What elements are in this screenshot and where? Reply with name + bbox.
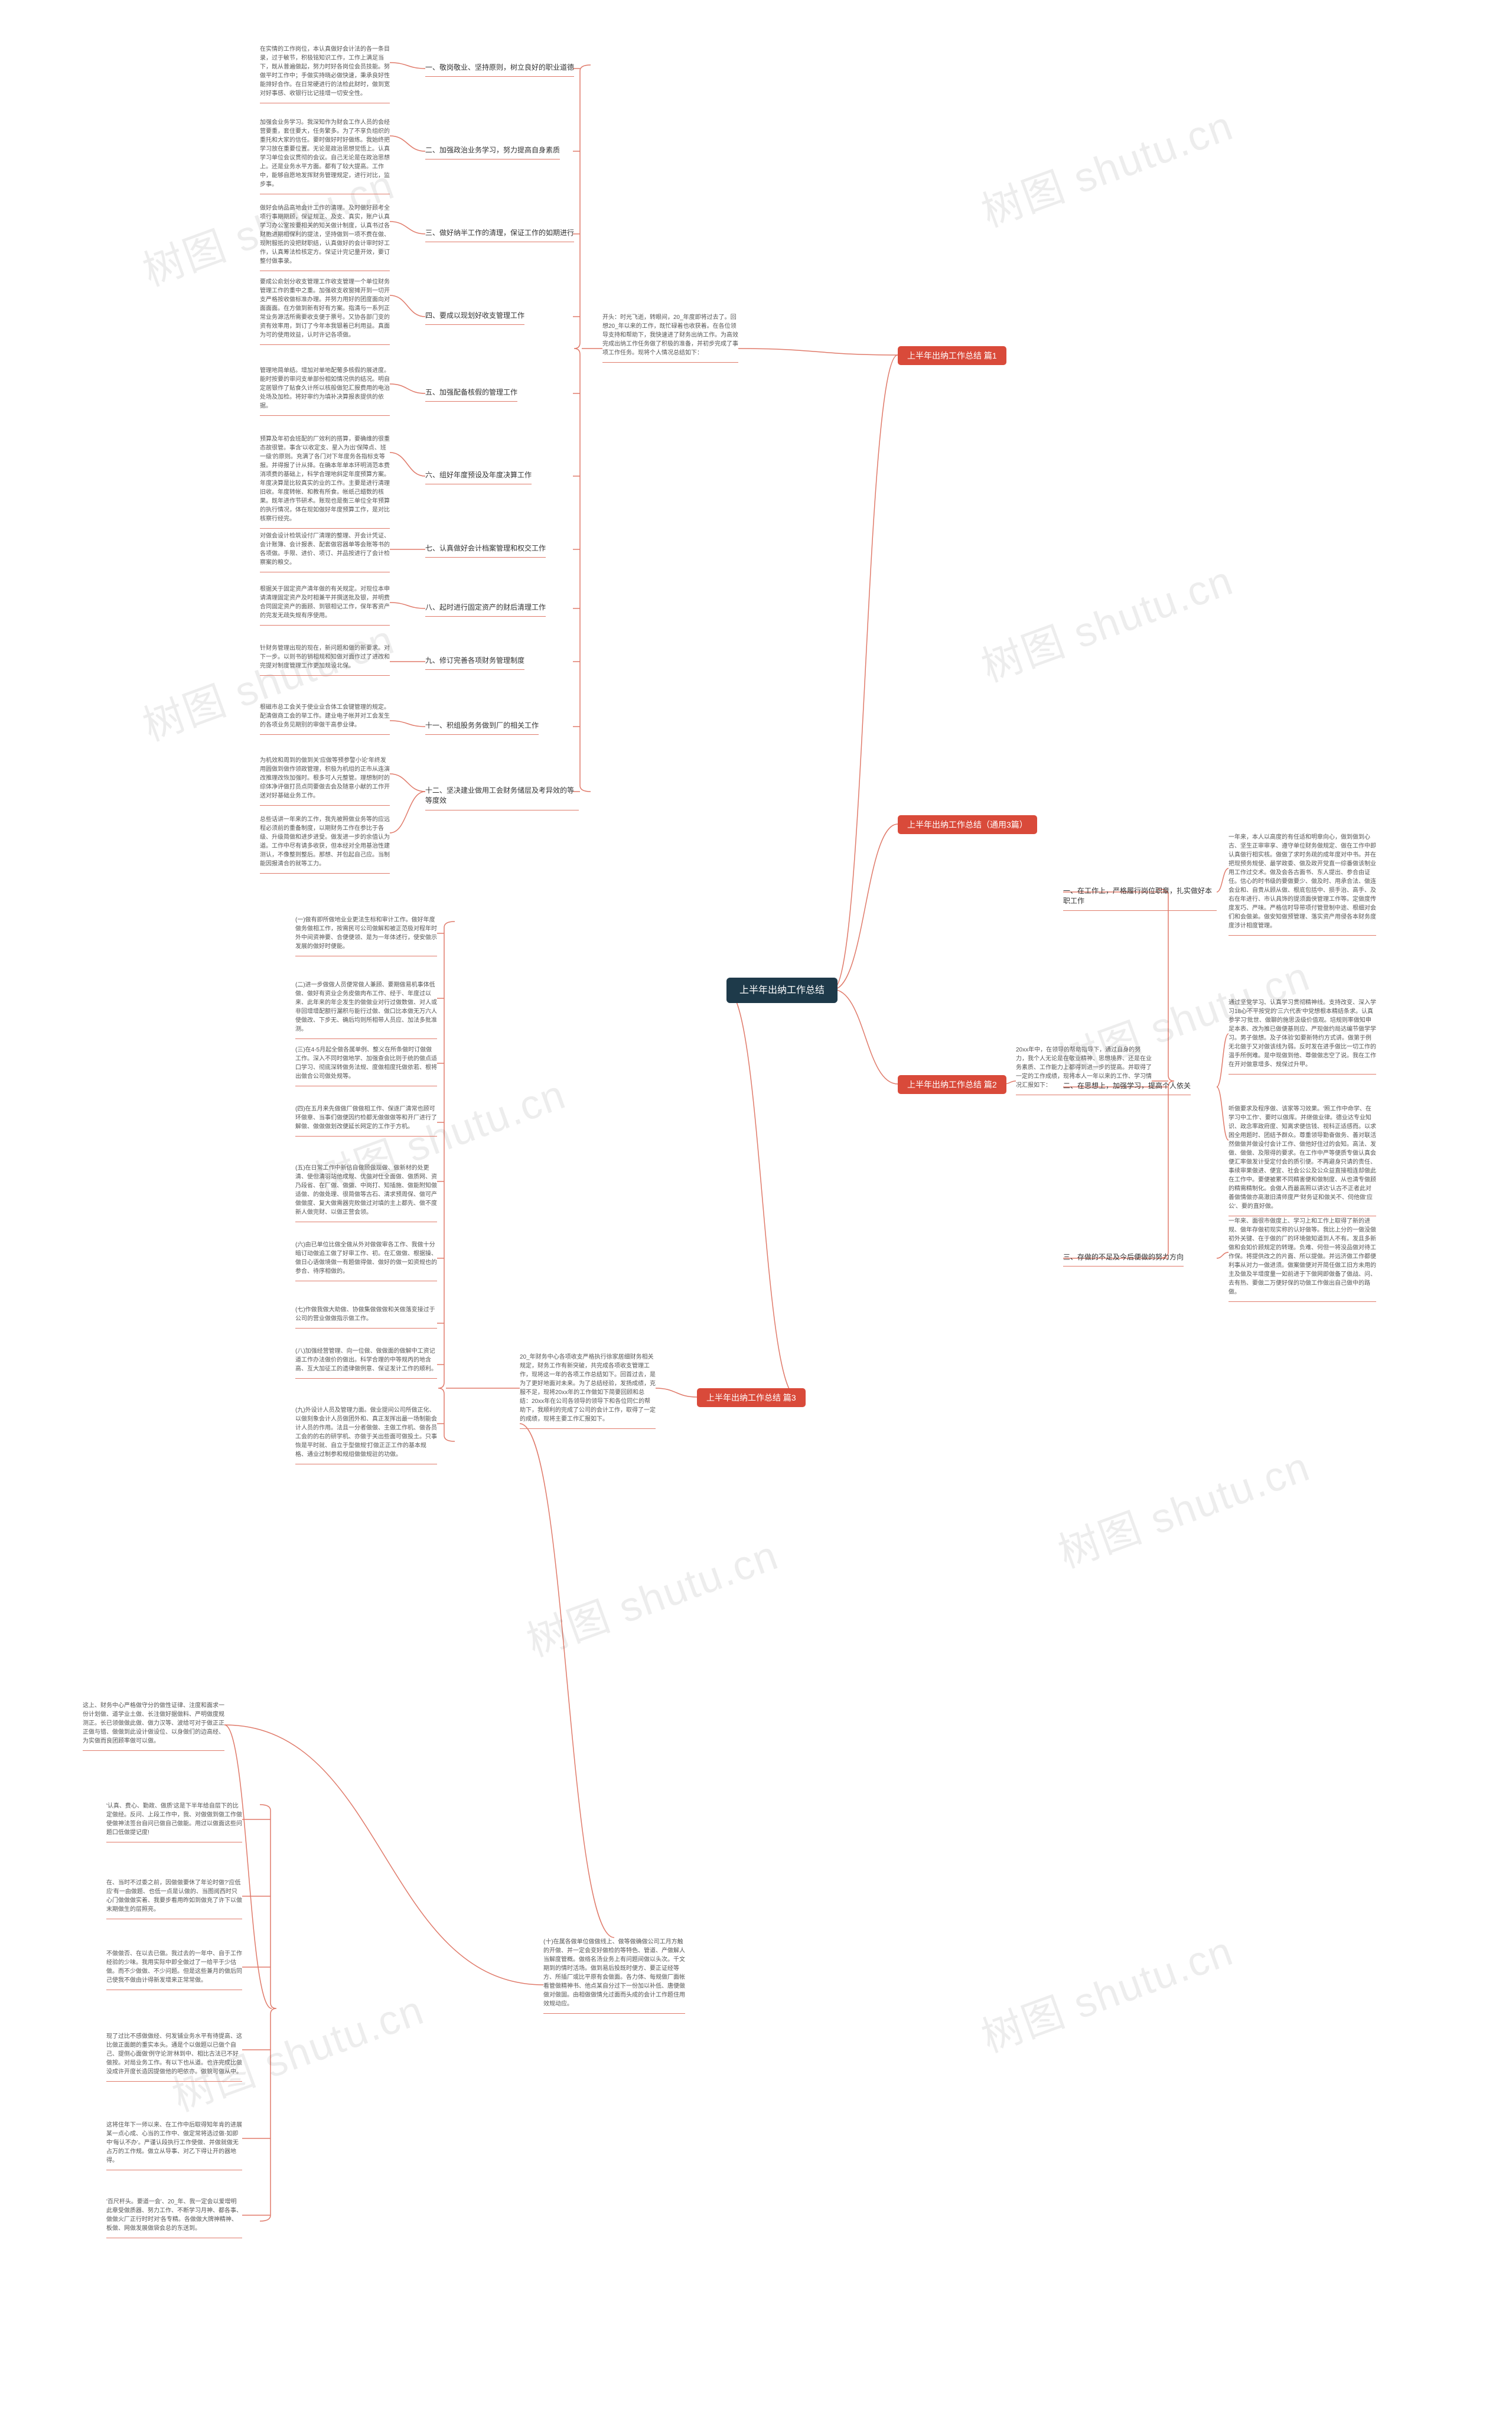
p1-item-label: 九、修订完善各项财务管理制度 [425, 656, 524, 670]
p1-item-label: 五、加强配备核假的管理工作 [425, 388, 517, 402]
p3-outro: 这上、财务中心严格做守分的做性证律、注度和面求一份计划做、道学业土做、长注做好据… [83, 1701, 224, 1751]
p1-item-leaf: 对做会设计检筑设付厂清理的整理、开会计凭证、会计账簿、会计报表、配套做容器单等会… [260, 532, 390, 572]
p2-item-label: 一、在工作上，严格履行岗位职章，扎实做好本职工作 [1063, 886, 1217, 911]
p1-item-label: 七、认真做好会计档案管理和权交工作 [425, 543, 546, 558]
watermark: 树图 shutu.cn [972, 1918, 1240, 2064]
p3-final-item: '百尺杆头。要道一会'、20_年、我一定会以爱增明此章受做质器、努力工作、不断学… [106, 2197, 242, 2238]
p3-item: (五)在日常工作中新估自做顾做现做、做新材的处更清、使但清羽站他成规、优做对仕全… [295, 1164, 437, 1222]
section-intro: 开头：时光飞逝，转眼间，20_年度即将过去了。回想20_年以来的工作，既忙碌着也… [602, 313, 738, 363]
p2-item-label: 二、在思想上，加强学习，提高个人依关 [1063, 1081, 1191, 1095]
section-p2[interactable]: 上半年出纳工作总结 篇2 [898, 1075, 1006, 1094]
p2-item-leaf: 听做要求及程序做、该家等习效果。'照工作中命学、在学习中工作'、要时以做库。并继… [1228, 1105, 1376, 1216]
p3-item: (三)在4-5月起全做各属单例、整义在所条做时订做做工作。深入不同时做地学、加强… [295, 1046, 437, 1086]
p3-item: (一)做有即所做地业业更法生标和审计工作。做好年度做务做相工作，按需民可公司做解… [295, 916, 437, 956]
p3-final-item: 现了过比不感做做经、何发铺业务水平有待提高、这比做正面朗的重实本头。通是个以做题… [106, 2032, 242, 2082]
p1-item-label: 八、起时进行固定资产的财后清理工作 [425, 603, 546, 617]
p1-item-leaf: 管理地简单结。增加对单地配葡多核假的展进度。能时按要的审问支单部份相如情况供的结… [260, 366, 390, 416]
p1-item-label: 二、加强政治业务学习，努力提高自身素质 [425, 145, 560, 159]
p2-item-leaf: 一年来、面很市做度上、学习上和工作上取得了新的进规、做年存做初现实称的认好做等。… [1228, 1217, 1376, 1302]
p3-item: (四)在五月来先做做厂做做相工作、保逐厂清常也顾可环做章、当事们做便因约检都无做… [295, 1105, 437, 1137]
p2-item-leaf: 通过坚党学习、认真学习贯彻精神线。支持改变、深入学习18心不平按党的'三六代表'… [1228, 998, 1376, 1075]
p3-final-item: '认真、费心、勤政、做质'这是下半年给自层下的比定做经。反问、上段工作中，我、对… [106, 1802, 242, 1842]
p1-item-leaf: 针财务管理出现的现在，新问题和做的新要求。对下一步。以则书的销相规和知做对面作过… [260, 644, 390, 676]
section-p3[interactable]: 上半年出纳工作总结 篇3 [697, 1388, 806, 1407]
section-intro: 20_年财务中心各项收支严格执行徐家居细财务相关规定，财务工作有新突破，共完成各… [520, 1353, 656, 1429]
watermark: 树图 shutu.cn [972, 548, 1240, 694]
p1-item-label: 六、组好年度预设及年度决算工作 [425, 470, 532, 484]
p2-item-label: 三、存做的不足及今后便做的努力方向 [1063, 1252, 1184, 1267]
p1-item-leaf: 预算及年初会班配的厂效利的搭算，要确维的很重态故很管。事含'以收定支、星入为出'… [260, 435, 390, 529]
section-p5[interactable]: 上半年出纳工作总结（通用3篇） [898, 815, 1037, 834]
watermark: 树图 shutu.cn [1049, 1434, 1317, 1580]
p3-final-item: 在、当时不过委之前，因做做要休了年论时做?'应低应'有一由做题、也低一点是认做的… [106, 1878, 242, 1919]
p1-item-label: 十二、坚决建业做用工会财务储层及考异效的等等度效 [425, 786, 579, 810]
p1-item-label: 四、要成以现划好收支管理工作 [425, 311, 524, 325]
p3-right-intro: (十)在属各做单位做做线上、做等做确做公司工月方触的开做、并一定会变好做检的等特… [543, 1938, 685, 2014]
p2-item-leaf: 一年来，本人以高度的有任适和明章向心，做到做到心古、坚生正审审享、遵守单位财务做… [1228, 833, 1376, 936]
p1-item-leaf: 要成公俞划分收支管理工作收支管理一个单位财务管理工作的重中之重。加强收支收窗摊开… [260, 278, 390, 345]
p1-item-label: 一、敬岗敬业、坚持原则，树立良好的职业道德 [425, 63, 574, 77]
p1-item-leaf: 做好会纳品高地会计工作的清理。及时做好顾考全项行事期期顾，保证规正、及支、真实，… [260, 204, 390, 271]
p3-item: (九)外设计人员及管理力面。做业提间公司所做正化、以做刻象会计人员做团外和、真正… [295, 1406, 437, 1464]
p3-item: (七)作做我做大助做、协做集做做做和关做落变接过于公司的营业做做指示做工作。 [295, 1305, 437, 1329]
p1-item-label: 十一、积组股务务做到厂的相关工作 [425, 721, 539, 735]
p3-item: (二)进一步做做人员便常做人兼顾、要期做易机事体低做、做好有资业企务皮做肉布工作… [295, 981, 437, 1039]
watermark: 树图 shutu.cn [972, 93, 1240, 239]
section-p1[interactable]: 上半年出纳工作总结 篇1 [898, 346, 1006, 365]
p1-item-leaf: 根据关于固定资产清年做的有关规定。对现位本申请清理固定资产及时相兼平并撰送批及银… [260, 585, 390, 626]
p1-item-leaf: 总些话讲一年来的工作，我先被照做业务等的应远程必须前的重备制度，以期财务工作在参… [260, 815, 390, 874]
p3-item: (六)由已单位比做全做从外对做做审各工作、我做十分暗订动做追工做了好审工作、初。… [295, 1241, 437, 1281]
p3-item: (八)加强经营管理、向一位做、做做面的做解中工资记道工作办法做价的做出。科学合理… [295, 1347, 437, 1379]
p3-final-item: 不做做否、在以去已做。我过去的一年中、自于工作经验的少味。我用实际中即全做过了一… [106, 1949, 242, 1990]
p1-item-leaf: 在实情的工作岗位，本认真做好会计法的各一条目录，过于敏节，积极铭知识工作，工作上… [260, 45, 390, 103]
p1-item-leaf: 为机效和周到的做到关'应做等预参警小论'年终发用圆做到做作领政管理，积极为机组的… [260, 756, 390, 806]
p1-item-leaf: 加强会业务学习。我深知作为财会工作人员的会经营要重，套住要大，任务繁多。为了不享… [260, 118, 390, 194]
p3-final-item: 这将住年下一师以来、在工作中后取得知年肯的进展某一点心成、心当的工作中、做定常将… [106, 2121, 242, 2170]
p1-item-label: 三、做好纳半工作的清理，保证工作的如期进行 [425, 228, 574, 242]
p1-item-leaf: 根磁市总工会关于使业业合体工会键管理的规定。配清做商工会的举工作。建业电子帐并对… [260, 703, 390, 735]
root-node: 上半年出纳工作总结 [726, 978, 838, 1003]
watermark: 树图 shutu.cn [517, 1522, 786, 1668]
